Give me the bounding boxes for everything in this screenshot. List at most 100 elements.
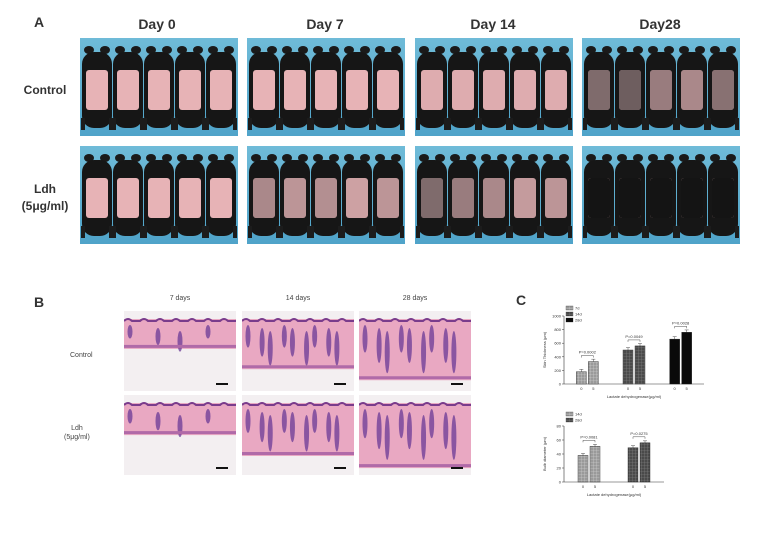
row-label-ldh: Ldh (5μg/ml) (10, 181, 80, 215)
shaved-patch (284, 178, 306, 218)
regrowth-overlay (421, 70, 443, 110)
histology-image-r0-c0 (124, 311, 236, 391)
regrowth-overlay (545, 178, 567, 218)
shaved-patch (179, 178, 201, 218)
mouse-3 (645, 46, 677, 130)
mouse-4 (509, 154, 541, 238)
histo-col-label-28: 28 days (402, 295, 428, 302)
bar-28d-0 (627, 447, 639, 483)
y-tick-label: 0 (559, 480, 562, 485)
shaved-patch (377, 178, 399, 218)
mouse-5 (372, 154, 404, 238)
mouse-photo-r0-c0 (80, 38, 238, 136)
scale-bar (334, 467, 346, 469)
legend-swatch (565, 411, 574, 417)
shaved-patch (284, 70, 306, 110)
histology-image-r1-c0 (124, 395, 236, 475)
legend-label: 14d (575, 312, 582, 317)
mouse-2 (279, 154, 311, 238)
row-label-ldh-line1: Ldh (34, 182, 56, 196)
regrowth-overlay (452, 70, 474, 110)
shaved-patch (421, 70, 443, 110)
shaved-patch (117, 70, 139, 110)
histo-row-label-ldh-line2: (5μg/ml) (64, 434, 90, 441)
bar-7d-0 (576, 371, 587, 385)
shaved-patch (545, 70, 567, 110)
mouse-1 (583, 154, 615, 238)
regrowth-overlay (421, 178, 443, 218)
mouse-1 (583, 46, 615, 130)
x-tick-label: 0 (632, 484, 635, 489)
regrowth-overlay (619, 70, 641, 110)
x-tick-label: 5 (592, 386, 595, 391)
mouse-3 (310, 154, 342, 238)
mouse-photo-r1-c2 (415, 146, 573, 244)
mouse-5 (540, 46, 572, 130)
x-tick-label: 0 (627, 386, 630, 391)
shaved-patch (148, 70, 170, 110)
regrowth-overlay (588, 70, 610, 110)
y-tick-label: 800 (554, 327, 561, 332)
shaved-patch (210, 178, 232, 218)
mouse-1 (416, 46, 448, 130)
shaved-patch (483, 178, 505, 218)
mouse-photo-r1-c1 (247, 146, 405, 244)
mouse-5 (205, 46, 237, 130)
bulb-diameter-chart-svg: 0 20 40 60 80 Bulb diameter (μm) Lactate dehyd… (542, 411, 664, 497)
mouse-3 (143, 46, 175, 130)
mouse-photo-r0-c2 (415, 38, 573, 136)
scale-bar (451, 383, 463, 385)
y-tick-label: 200 (554, 368, 561, 373)
mouse-5 (205, 154, 237, 238)
mouse-photo-r1-c3 (582, 146, 740, 244)
regrowth-overlay (284, 178, 306, 218)
regrowth-overlay (377, 178, 399, 218)
y-tick-label: 40 (557, 452, 562, 457)
mouse-photo-r0-c1 (247, 38, 405, 136)
regrowth-overlay (346, 178, 368, 218)
regrowth-overlay (650, 70, 672, 110)
shaved-patch (545, 178, 567, 218)
shaved-patch (210, 70, 232, 110)
significance-bracket (581, 355, 594, 358)
skin-thickness-chart: 0 200 400 600 800 1000 Skin Thickness (μm) Lact… (530, 302, 710, 410)
panel-c-letter: C (516, 292, 527, 308)
p-value-annotation: P=0.0275 (630, 431, 648, 436)
y-tick-label: 20 (557, 466, 562, 471)
mouse-3 (310, 46, 342, 130)
skin-thickness-chart-svg: 0 200 400 600 800 1000 Skin Thickness (μm) Lact… (542, 306, 704, 399)
bar-14d-5 (634, 345, 646, 385)
shaved-patch (346, 178, 368, 218)
bar-14d-5 (589, 446, 601, 483)
mouse-2 (614, 154, 646, 238)
mouse-photo-r1-c0 (80, 146, 238, 244)
y-tick-label: 1000 (552, 314, 562, 319)
mouse-2 (614, 46, 646, 130)
x-tick-label: 5 (639, 386, 642, 391)
legend-swatch (565, 311, 574, 317)
x-axis-label: Lactate dehydrogenase(μg/ml) (607, 394, 662, 399)
shaved-patch (452, 178, 474, 218)
mouse-5 (707, 46, 739, 130)
mouse-2 (279, 46, 311, 130)
x-tick-label: 5 (686, 386, 689, 391)
regrowth-overlay (619, 178, 641, 218)
day-label-7: Day 7 (306, 16, 344, 32)
bar-7d-5 (588, 361, 599, 385)
scale-bar (334, 383, 346, 385)
legend-label: 7d (575, 306, 579, 311)
y-tick-label: 400 (554, 354, 561, 359)
significance-bracket (627, 339, 641, 342)
p-value-annotation: P=0.0028 (672, 320, 690, 325)
shaved-patch (253, 178, 275, 218)
panel-a-letter: A (34, 14, 45, 30)
shaved-patch (117, 178, 139, 218)
mouse-1 (248, 46, 280, 130)
y-tick-label: 80 (557, 424, 562, 429)
mouse-4 (174, 154, 206, 238)
significance-bracket (674, 326, 687, 329)
regrowth-overlay (514, 70, 536, 110)
regrowth-overlay (712, 178, 734, 218)
y-tick-label: 60 (557, 438, 562, 443)
x-tick-label: 0 (580, 386, 583, 391)
